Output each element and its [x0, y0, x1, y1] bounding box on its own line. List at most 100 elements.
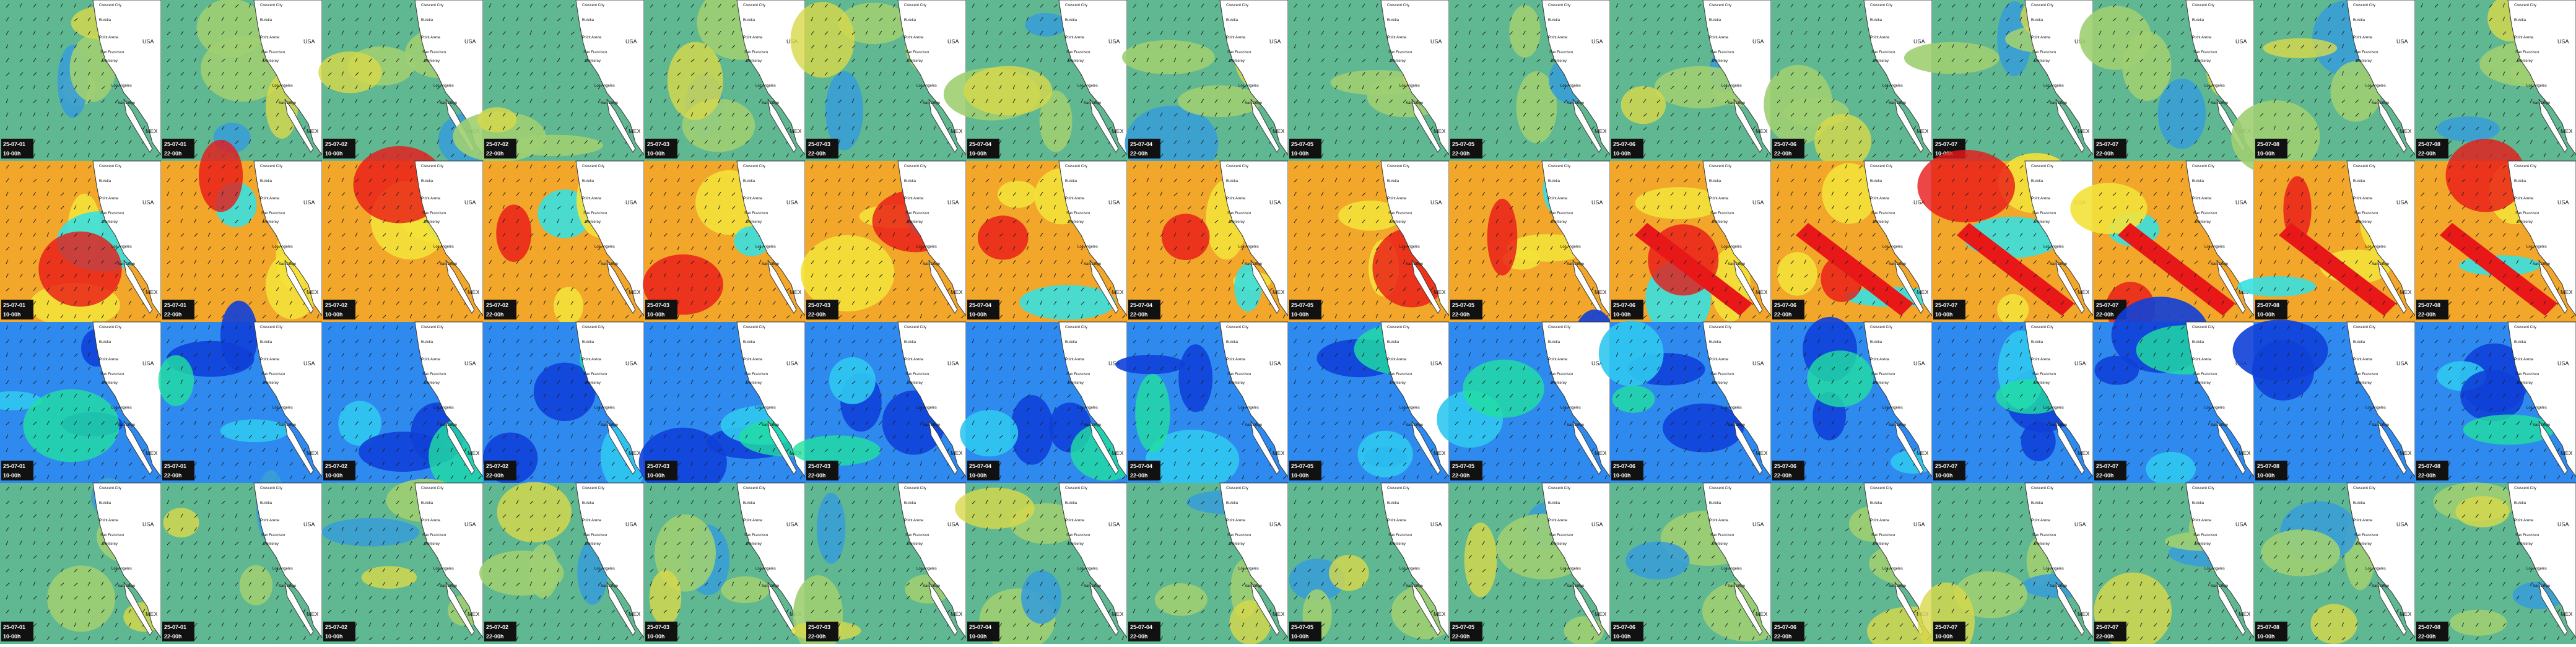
wind-arrow	[101, 434, 105, 439]
wind-arrow	[207, 541, 211, 545]
wind-arrow	[276, 636, 279, 641]
wind-arrow	[235, 58, 238, 63]
map-label: San Francisco	[1066, 373, 1090, 376]
wind-arrow	[101, 314, 104, 319]
wind-arrow	[6, 325, 9, 330]
wind-arrow	[207, 421, 211, 425]
wind-arrow	[167, 541, 171, 545]
time-label: 10-00h	[647, 472, 665, 479]
map-label: Monterey	[263, 381, 279, 385]
wind-arrow	[33, 339, 36, 344]
wind-arrow	[87, 326, 91, 330]
map-label: San Diego	[923, 263, 941, 266]
wind-arrow	[262, 85, 265, 90]
time-label: 10-00h	[325, 633, 343, 640]
map-label: San Diego	[1084, 102, 1102, 105]
wind-arrow	[235, 165, 239, 169]
wind-arrow	[368, 58, 372, 63]
map-label: Monterey	[1068, 542, 1084, 546]
wind-arrow	[46, 300, 50, 305]
time-label: 10-00h	[325, 472, 343, 479]
wind-arrow	[368, 3, 372, 8]
wind-arrow	[46, 527, 50, 532]
wind-arrow	[87, 45, 91, 49]
wind-arrow	[207, 475, 211, 480]
wind-arrow	[194, 487, 198, 491]
wind-arrow	[19, 3, 22, 8]
wind-arrow	[101, 259, 104, 264]
wind-arrow	[248, 352, 252, 357]
wind-arrow	[33, 206, 37, 210]
wind-arrow	[235, 622, 238, 627]
wind-arrow	[60, 153, 63, 158]
wind-arrow	[180, 113, 184, 117]
map-label: USA	[303, 199, 315, 206]
wind-arrow	[101, 273, 105, 278]
wind-arrow	[341, 71, 344, 76]
map-label: San Francisco	[583, 212, 607, 215]
map-label: San Francisco	[1066, 51, 1090, 54]
map-label: Monterey	[746, 381, 762, 385]
map-label: Eureka	[582, 19, 594, 22]
wind-arrow	[128, 315, 132, 319]
wind-arrow	[194, 58, 197, 63]
wind-arrow	[6, 339, 9, 344]
wind-arrow	[19, 44, 22, 49]
wind-arrow	[423, 71, 426, 76]
map-label: Monterey	[585, 220, 601, 224]
wind-arrow	[74, 300, 77, 305]
map-label: Eureka	[1226, 180, 1238, 183]
map-label: Crescent City	[421, 165, 443, 168]
wind-arrow	[60, 595, 63, 600]
wind-arrow	[87, 352, 90, 357]
wind-arrow	[19, 246, 23, 251]
wind-arrow	[167, 206, 171, 210]
wind-arrow	[46, 261, 51, 264]
field-region	[158, 355, 194, 406]
wind-arrow	[74, 140, 78, 144]
wind-arrow	[74, 44, 77, 49]
wind-arrow	[87, 58, 92, 63]
date-label: 25-07-01	[164, 141, 186, 147]
wind-arrow	[33, 366, 36, 371]
wind-arrow	[194, 623, 198, 627]
time-label: 22-00h	[164, 311, 182, 318]
field-region	[23, 389, 120, 462]
wind-arrow	[248, 44, 252, 49]
wind-arrow	[235, 513, 238, 518]
wind-arrow	[235, 219, 239, 224]
wind-arrow	[248, 448, 253, 453]
wind-arrow	[87, 475, 90, 480]
wind-arrow	[167, 219, 171, 224]
wind-arrow	[341, 98, 344, 103]
wind-arrow	[167, 596, 170, 600]
wind-arrow	[221, 380, 225, 384]
wind-arrow	[6, 205, 9, 210]
map-label: USA	[303, 521, 315, 528]
wind-arrow	[87, 300, 90, 305]
wind-arrow	[368, 17, 372, 22]
wind-arrow	[101, 541, 105, 545]
wind-arrow	[33, 636, 37, 641]
wind-arrow	[115, 421, 119, 425]
wind-arrow	[262, 622, 266, 627]
map-label: Point Arena	[260, 36, 280, 40]
wind-arrow	[248, 622, 251, 627]
wind-arrow	[235, 448, 238, 453]
wind-arrow	[167, 581, 170, 586]
wind-arrow	[87, 314, 91, 319]
wind-arrow	[74, 205, 77, 210]
wind-arrow	[19, 287, 24, 292]
wind-arrow	[6, 380, 9, 384]
wind-arrow	[87, 581, 90, 586]
wind-arrow	[46, 568, 50, 573]
field-region	[997, 181, 1037, 208]
time-label: 22-00h	[486, 472, 504, 479]
wind-arrow	[207, 315, 212, 319]
wind-arrow	[207, 610, 212, 614]
field-region	[1178, 344, 1213, 412]
wind-arrow	[60, 98, 63, 103]
wind-arrow	[396, 17, 399, 22]
wind-arrow	[142, 287, 146, 292]
wind-arrow	[262, 287, 265, 292]
